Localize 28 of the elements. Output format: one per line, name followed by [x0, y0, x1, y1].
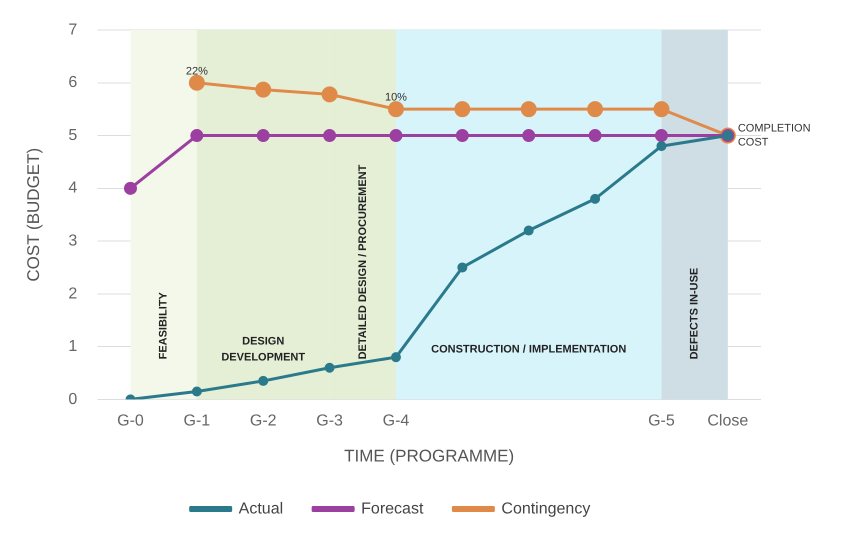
legend-label: Forecast [361, 500, 424, 518]
y-tick-label: 3 [68, 232, 78, 250]
band-label: DESIGN DEVELOPMENT [221, 335, 306, 364]
x-tick-label: G-4 [382, 412, 410, 430]
x-tick-label: G-2 [250, 412, 277, 430]
band-label: CONSTRUCTION / IMPLEMENTATION [431, 343, 626, 356]
y-axis-title: COST (BUDGET) [24, 148, 43, 282]
x-tick-label: Close [707, 412, 748, 430]
y-tick-label: 7 [68, 21, 78, 38]
band-label: DETAILED DESIGN / PROCUREMENT [356, 164, 369, 360]
legend-label: Contingency [501, 500, 590, 518]
x-tick-label: G-0 [117, 412, 144, 430]
annotation: COMPLETION COST [738, 122, 811, 149]
y-tick-label: 0 [68, 390, 78, 408]
x-tick-label: G-1 [184, 412, 210, 430]
x-axis-title: TIME (PROGRAMME) [344, 446, 514, 466]
y-tick-label: 5 [68, 126, 78, 144]
annotation: 10% [384, 92, 408, 104]
y-tick-label: 4 [68, 180, 78, 197]
band-label: DEFECTS IN-USE [688, 268, 701, 360]
band-label: FEASIBILITY [158, 292, 170, 360]
y-tick-label: 6 [68, 74, 78, 92]
y-tick-label: 2 [68, 285, 78, 302]
y-tick-label: 1 [68, 338, 78, 356]
legend-label: Actual [238, 500, 284, 518]
annotation: 22% [186, 65, 208, 78]
x-tick-label: G-3 [316, 412, 344, 430]
x-tick-label: G-5 [648, 412, 675, 430]
